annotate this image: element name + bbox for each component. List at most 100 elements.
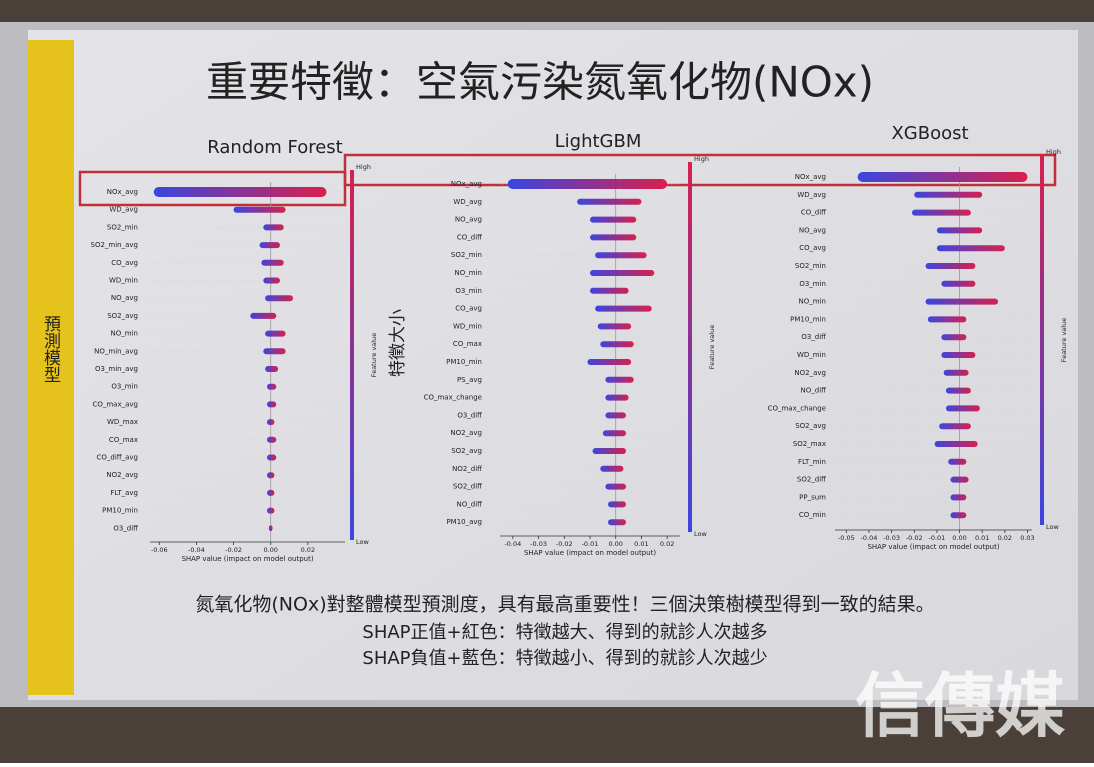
shap-spread <box>605 412 626 419</box>
shap-spread <box>608 501 626 508</box>
shap-spread <box>267 507 275 514</box>
caption: SHAP負值+藍色：特徵越小、得到的就診人次越少 <box>362 648 767 669</box>
shap-spread <box>267 419 275 426</box>
shap-spread <box>600 465 624 472</box>
feature-label: CO_max <box>453 340 482 348</box>
shap-spread <box>590 270 655 276</box>
feature-label: O3_diff <box>801 333 826 341</box>
x-tick-label: 0.00 <box>608 540 622 548</box>
feature-label: O3_diff <box>457 411 482 419</box>
shap-spread <box>948 458 967 465</box>
shap-spread <box>590 216 637 223</box>
x-axis-label: SHAP value (impact on model output) <box>524 549 656 557</box>
feature-label: WD_avg <box>453 198 482 206</box>
shap-spread <box>265 366 279 372</box>
feature-label: CO_diff <box>457 233 482 241</box>
feature-label: WD_min <box>453 322 482 330</box>
shap-spread <box>590 234 637 241</box>
shap-spread <box>153 187 327 197</box>
feature-label: NO_avg <box>799 226 826 234</box>
feature-label: PM10_min <box>790 315 826 323</box>
feature-label: NO_min <box>455 269 482 277</box>
x-tick-label: 0.03 <box>1020 534 1034 542</box>
shap-spread <box>602 430 626 437</box>
feature-label: CO_avg <box>799 244 826 252</box>
feature-label: WD_avg <box>797 191 826 199</box>
feature-label: NO2_diff <box>452 465 482 473</box>
feature-label: CO_diff_avg <box>97 454 138 462</box>
shap-spread <box>590 287 629 294</box>
shap-spread <box>268 525 273 532</box>
x-tick-label: -0.03 <box>530 540 547 548</box>
feature-label: WD_min <box>797 351 826 359</box>
axis-note: 特徵大小 <box>388 309 408 377</box>
shap-spread <box>263 277 280 284</box>
shap-spread <box>587 359 632 365</box>
x-tick-label: -0.03 <box>883 534 900 542</box>
shap-spread <box>267 454 277 461</box>
x-axis-label: SHAP value (impact on model output) <box>181 555 313 563</box>
shap-spread <box>267 472 275 479</box>
shap-spread <box>263 348 286 355</box>
shap-spread <box>925 263 976 269</box>
x-tick-label: -0.01 <box>582 540 599 548</box>
feature-label: NO2_avg <box>106 471 138 479</box>
feature-label: NO_min <box>111 330 138 338</box>
feature-label: WD_min <box>109 277 138 285</box>
feature-label: O3_min <box>799 280 826 288</box>
x-tick-label: 0.02 <box>660 540 674 548</box>
feature-label: PS_avg <box>457 376 482 384</box>
shap-spread <box>934 441 978 447</box>
shap-spread <box>263 224 284 231</box>
x-tick-label: -0.04 <box>188 546 205 554</box>
feature-label: NO_avg <box>455 216 482 224</box>
shap-spread <box>939 423 971 430</box>
shap-spread <box>267 489 275 496</box>
feature-label: PM10_min <box>446 358 482 366</box>
feature-label: SO2_max <box>793 440 826 448</box>
shap-spread <box>936 227 983 234</box>
feature-label: NOx_avg <box>795 173 826 181</box>
feature-label: SO2_avg <box>107 312 138 320</box>
colorbar-low: Low <box>1046 523 1059 531</box>
shap-spread <box>600 341 634 348</box>
feature-label: NOx_avg <box>107 188 138 196</box>
feature-label: CO_max <box>109 436 138 444</box>
slide <box>28 30 1078 700</box>
feature-label: NO2_avg <box>450 429 482 437</box>
feature-label: SO2_diff <box>797 476 826 484</box>
x-tick-label: -0.05 <box>838 534 855 542</box>
shap-spread <box>265 330 286 337</box>
x-tick-label: -0.02 <box>906 534 923 542</box>
shap-spread <box>941 352 976 358</box>
feature-label: O3_min <box>455 287 482 295</box>
shap-spread <box>250 312 277 319</box>
chart-title: Random Forest <box>207 137 342 158</box>
feature-label: CO_max_change <box>768 404 826 412</box>
shap-spread <box>945 405 980 412</box>
x-tick-label: 0.00 <box>952 534 966 542</box>
colorbar <box>350 170 354 540</box>
watermark: 信傳媒 <box>855 664 1066 747</box>
feature-label: CO_avg <box>111 259 138 267</box>
x-tick-label: -0.04 <box>861 534 878 542</box>
colorbar-label: Feature value <box>708 325 716 369</box>
shap-spread <box>857 172 1028 182</box>
x-tick-label: 0.02 <box>998 534 1012 542</box>
x-tick-label: -0.06 <box>151 546 168 554</box>
shap-spread <box>267 383 277 390</box>
shap-spread <box>595 305 652 312</box>
shap-spread <box>265 295 293 302</box>
shap-spread <box>950 476 969 483</box>
feature-label: O3_min <box>111 383 138 391</box>
x-tick-label: -0.02 <box>556 540 573 548</box>
colorbar-high: High <box>356 163 371 171</box>
feature-label: CO_max_avg <box>92 400 138 408</box>
shap-spread <box>261 259 284 266</box>
chart-title: XGBoost <box>891 123 968 144</box>
feature-label: WD_avg <box>109 206 138 214</box>
feature-label: SO2_min_avg <box>91 241 138 249</box>
shap-spread <box>592 448 626 454</box>
shap-spread <box>595 252 647 259</box>
